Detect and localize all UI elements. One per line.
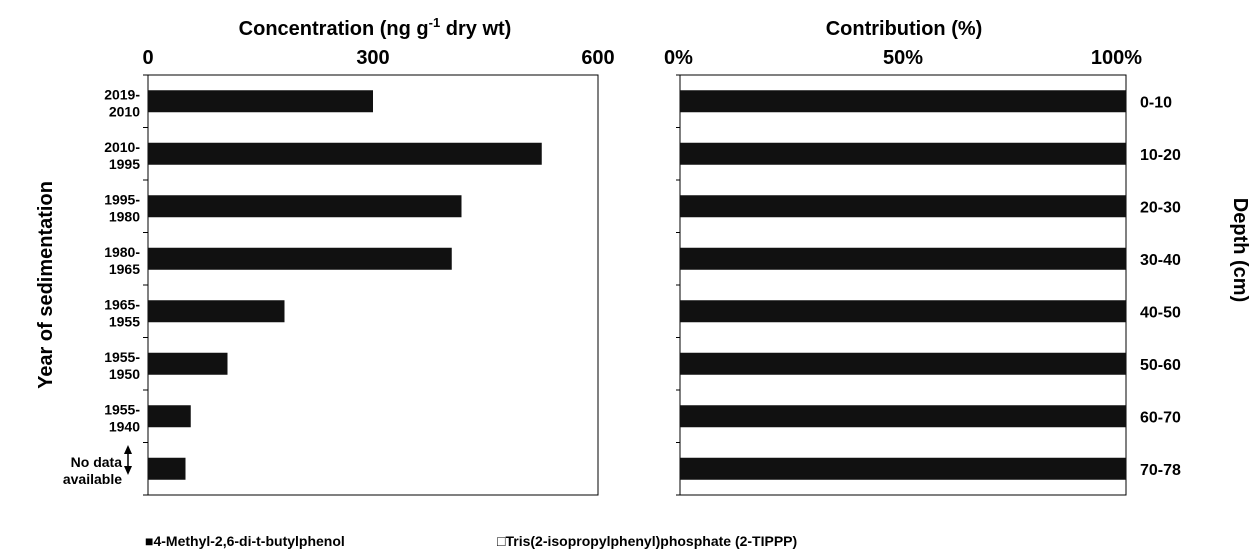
legend-label-phenol: 4-Methyl-2,6-di-t-butylphenol — [153, 533, 344, 549]
legend-item-phenol: ■4-Methyl-2,6-di-t-butylphenol — [145, 533, 345, 549]
contribution-y-ticks — [676, 74, 680, 496]
double-arrow-icon — [124, 445, 132, 475]
contribution-bar — [680, 352, 1126, 375]
contribution-tick-labels: 0% 50% 100% — [664, 47, 1142, 69]
contribution-tick-label: 50% — [883, 47, 923, 69]
depth-category-label: 30-40 — [1140, 252, 1181, 269]
contribution-tick-label: 100% — [1091, 47, 1142, 69]
contribution-bar — [680, 405, 1126, 428]
depth-category-label: 20-30 — [1140, 199, 1181, 216]
year-category-label: 1995-1980 — [104, 191, 140, 224]
contribution-plot-frame — [679, 74, 1127, 496]
concentration-plot-frame — [147, 74, 599, 496]
depth-category-label: 40-50 — [1140, 304, 1181, 321]
year-category-labels: 2019-2010 2010-1995 1995-1980 1980-1965 1965… — [63, 86, 140, 487]
contribution-bar — [680, 142, 1126, 165]
depth-category-label: 60-70 — [1140, 409, 1181, 426]
concentration-y-ticks — [143, 74, 148, 496]
contribution-bar — [680, 90, 1126, 113]
concentration-tick-label: 300 — [356, 47, 389, 69]
concentration-bar — [148, 457, 186, 480]
contribution-bar — [680, 300, 1126, 323]
legend-item-tippp: □Tris(2-isopropylphenyl)phosphate (2-TIP… — [497, 533, 797, 549]
contribution-axis-title: Contribution (%) — [826, 18, 983, 40]
legend-marker-filled: ■ — [145, 533, 153, 549]
depth-category-label: 70-78 — [1140, 462, 1181, 479]
year-category-label: 2010-1995 — [104, 139, 140, 172]
depth-category-labels: 0-10 10-20 20-30 30-40 40-50 50-60 60-70 70-78 — [1140, 94, 1181, 479]
contribution-tick-label: 0% — [664, 47, 693, 69]
concentration-tick-labels: 0 300 600 — [142, 47, 614, 69]
legend-marker-empty: □ — [497, 533, 506, 549]
concentration-axis-title: Concentration (ng g-1 dry wt) — [239, 15, 512, 40]
concentration-bars — [148, 90, 542, 480]
concentration-bar — [148, 90, 373, 113]
depth-category-label: 10-20 — [1140, 147, 1181, 164]
year-axis-title: Year of sedimentation — [35, 181, 57, 389]
contribution-bar — [680, 457, 1126, 480]
year-category-label: 1955-1950 — [104, 349, 140, 382]
concentration-bar — [148, 195, 462, 218]
legend-label-tippp: Tris(2-isopropylphenyl)phosphate (2-TIPP… — [505, 533, 797, 549]
contribution-chart: Contribution (%) 0% 50% 100% 0-10 10-20 20-3… — [664, 18, 1251, 496]
concentration-bar — [148, 352, 228, 375]
year-category-label: 1965-1955 — [104, 296, 140, 329]
year-category-label: No data available — [63, 454, 122, 487]
concentration-tick-label: 600 — [581, 47, 614, 69]
legend: ■4-Methyl-2,6-di-t-butylphenol □Tris(2-i… — [145, 533, 797, 549]
depth-category-label: 50-60 — [1140, 357, 1181, 374]
contribution-bar — [680, 247, 1126, 270]
concentration-tick-label: 0 — [142, 47, 153, 69]
concentration-bar — [148, 405, 191, 428]
concentration-bar — [148, 142, 542, 165]
year-category-label: 1955-1940 — [104, 401, 140, 434]
contribution-bar — [680, 195, 1126, 218]
concentration-bar — [148, 247, 452, 270]
year-category-label: 1980-1965 — [104, 244, 140, 277]
concentration-chart: Concentration (ng g-1 dry wt) 0 300 600 20… — [35, 15, 615, 496]
depth-category-label: 0-10 — [1140, 94, 1172, 111]
year-category-label: 2019-2010 — [104, 86, 140, 119]
contribution-bars — [680, 90, 1126, 480]
concentration-bar — [148, 300, 285, 323]
depth-axis-title: Depth (cm) — [1229, 198, 1251, 302]
